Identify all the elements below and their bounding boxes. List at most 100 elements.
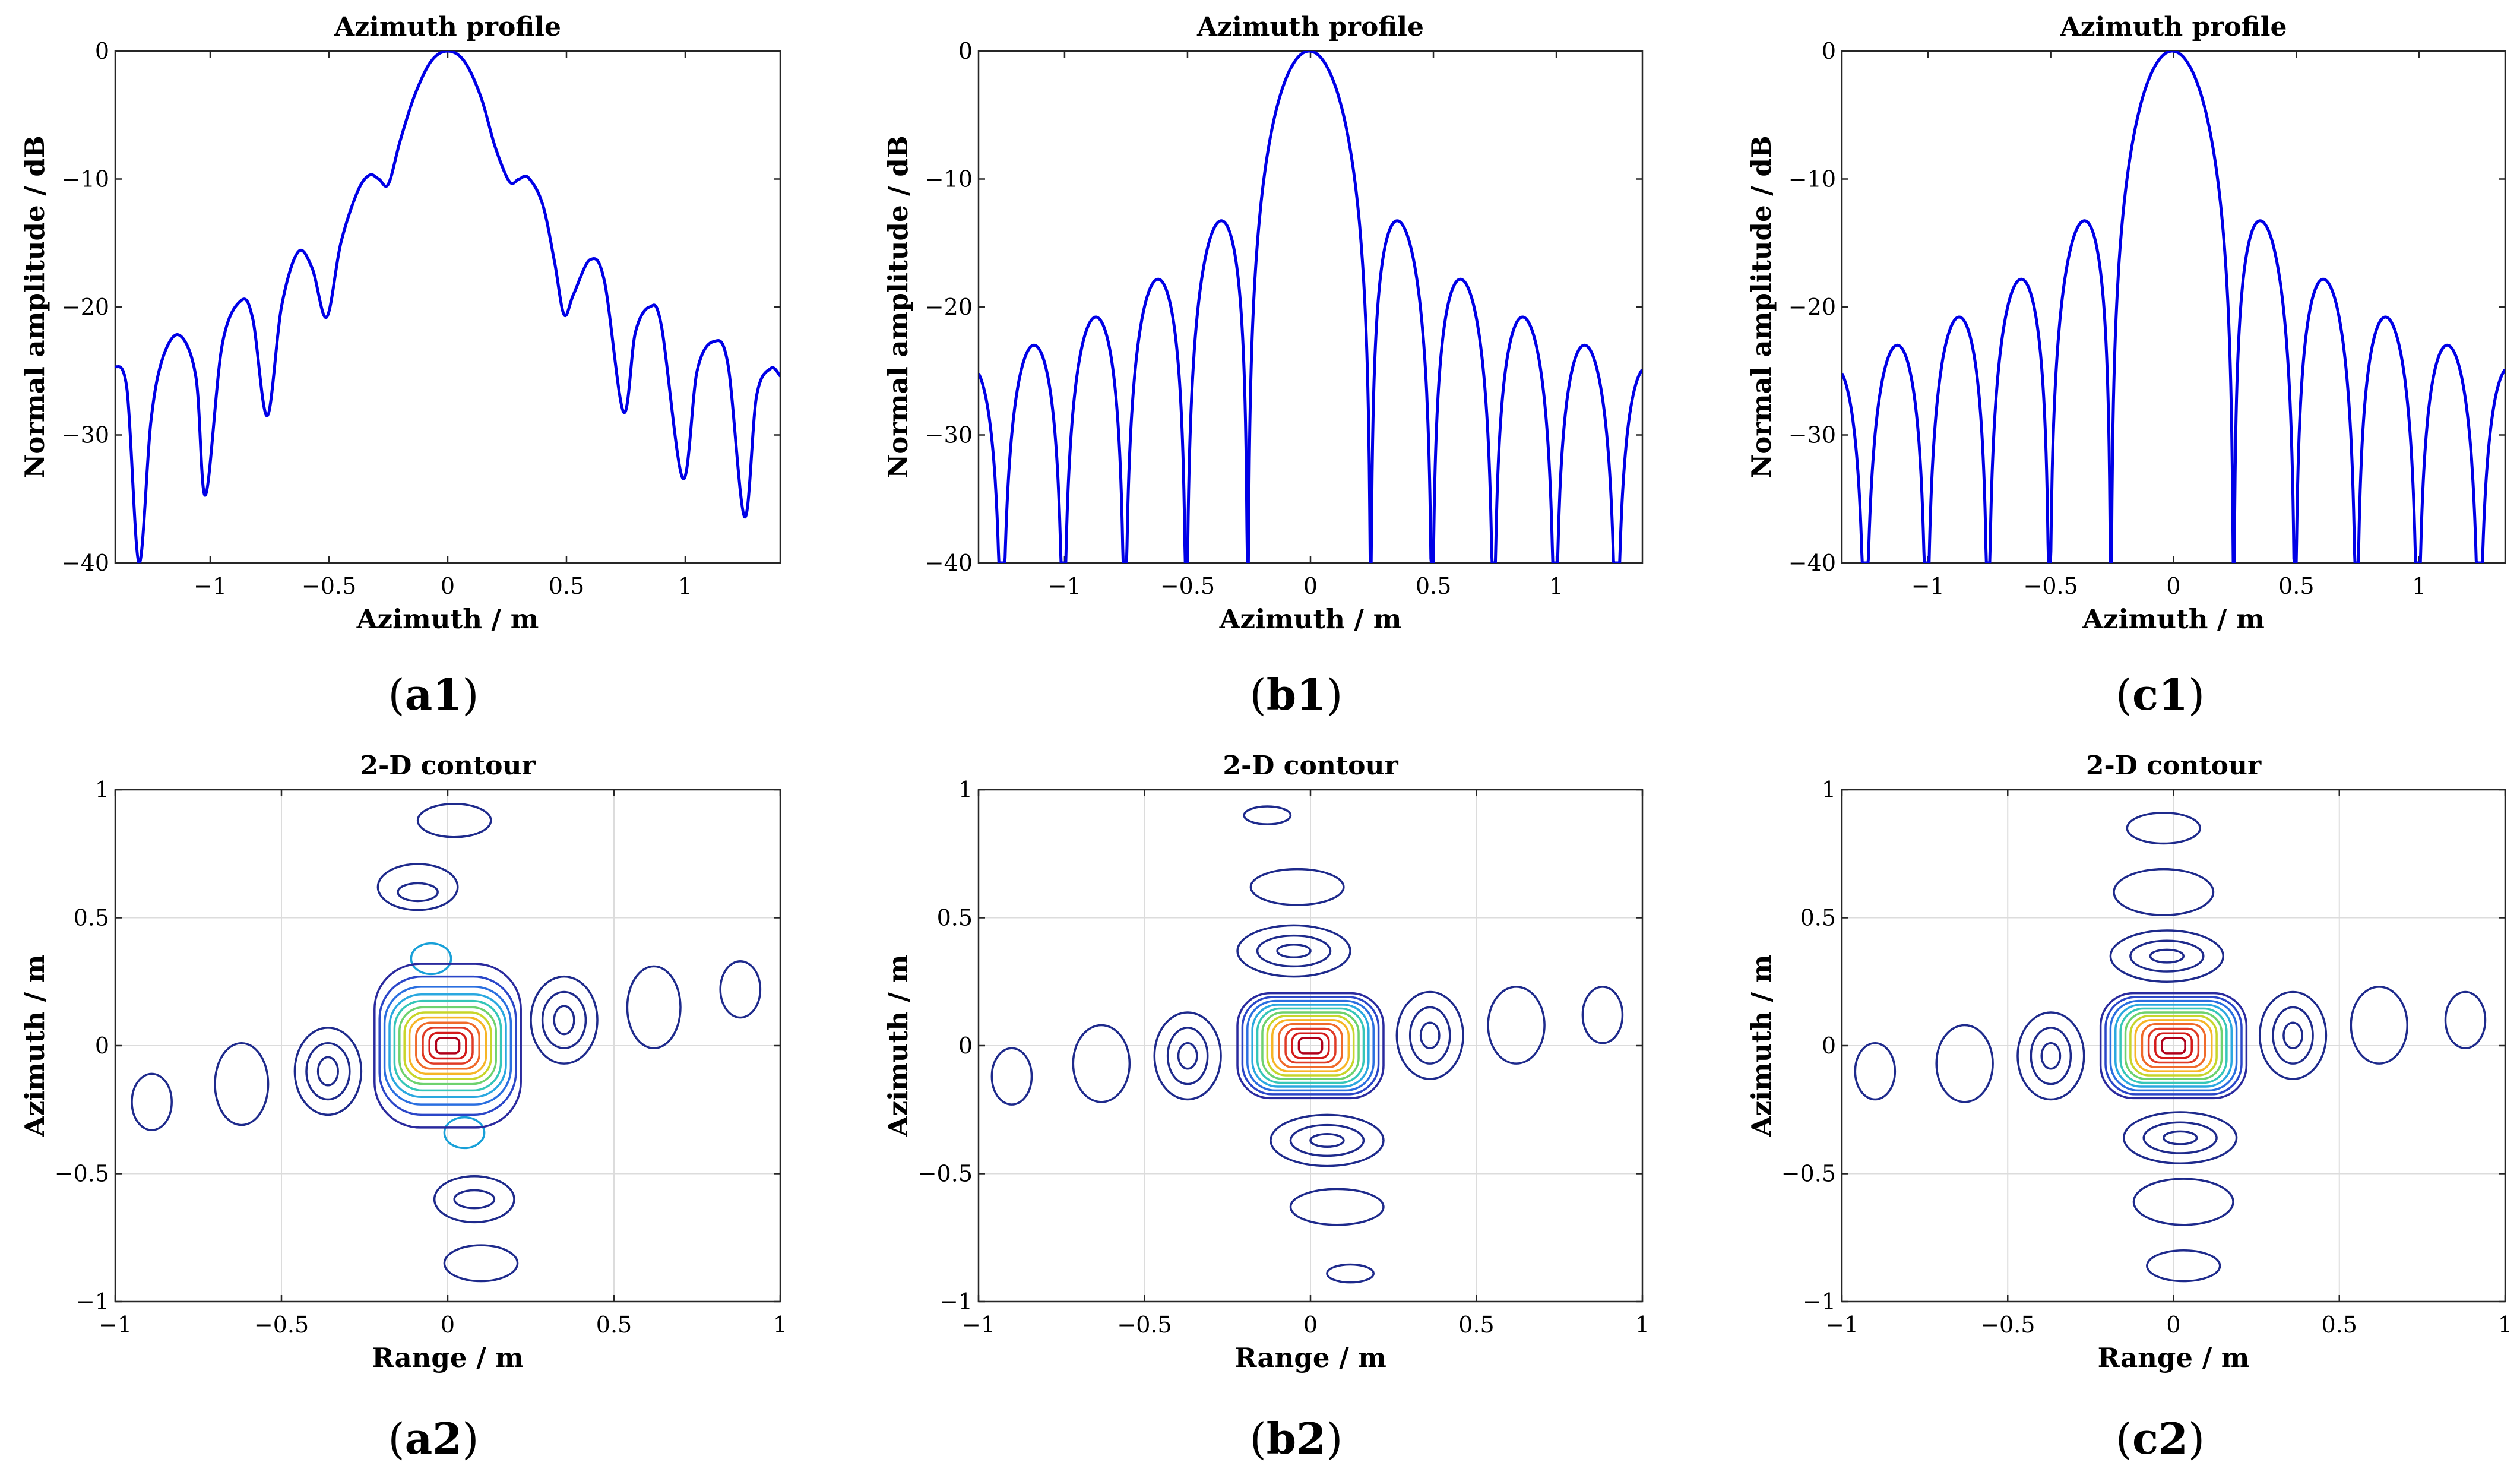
sidelobe-contour [990, 1047, 1033, 1106]
x-tick-label: 0.5 [1458, 1312, 1494, 1338]
sidelobe-contour [1289, 1188, 1385, 1226]
y-tick-label: 0.5 [937, 905, 973, 931]
sidelobe-contour [2258, 990, 2328, 1080]
sidelobe-contour [1419, 1021, 1441, 1050]
sidelobe-contour [2126, 812, 2201, 845]
sidelobe-contour [2282, 1021, 2303, 1050]
x-tick-label: 1 [773, 1312, 787, 1338]
mainlobe-contour [403, 1011, 492, 1080]
sidelobe-contour [305, 1042, 351, 1101]
y-tick-label: −10 [925, 166, 973, 192]
y-axis-label: Normal amplitude / dB [19, 135, 50, 479]
sidelobe-contour [719, 960, 762, 1019]
axes-box [1841, 50, 2506, 564]
panel-b2-contour: −1 −0.5 0 0.5 1 1 0.5 0 −0.5 −1 2-D contour Range /… [882, 751, 1650, 1373]
x-tick-label: 0 [2166, 1312, 2180, 1338]
y-tick-label: −0.5 [918, 1161, 973, 1187]
panel-c2-contour: −1 −0.5 0 0.5 1 1 0.5 0 −0.5 −1 2-D contour Range /… [1746, 751, 2512, 1373]
panel-c1-azimuth-profile: −1 −0.5 0 0.5 1 0 −10 −20 −30 −40 Azimuth profile A… [1746, 12, 2506, 635]
sidelobe-contour [316, 1056, 339, 1087]
y-tick-label: −40 [1788, 550, 1836, 576]
mainlobe-contour [1266, 1015, 1355, 1077]
x-tick-label: −0.5 [1980, 1312, 2035, 1338]
x-axis-label: Range / m [372, 1342, 524, 1373]
mainlobe-contour [1284, 1027, 1337, 1064]
sidelobe-contour [410, 942, 452, 976]
x-tick-label: 0 [441, 573, 455, 599]
x-tick-label: −1 [99, 1312, 132, 1338]
mainlobe-contour [2109, 999, 2238, 1092]
x-tick-label: 0 [1303, 1312, 1318, 1338]
sidelobe-contour [1854, 1042, 1897, 1101]
mainlobe-contour [1261, 1011, 1360, 1080]
sidelobe-contour [1395, 990, 1464, 1080]
mainlobe-contour [2134, 1019, 2213, 1072]
axes-box [977, 50, 1644, 564]
chart-title: 2-D contour [2086, 751, 2262, 781]
sidelobe-contour [1935, 1024, 1994, 1103]
y-axis-label: Azimuth / m [882, 955, 914, 1138]
sidelobe-contour [416, 802, 492, 838]
sidelobe-contour [1326, 1263, 1375, 1284]
x-axis-label: Azimuth / m [1219, 603, 1402, 635]
plot-area [990, 805, 1624, 1284]
x-tick-label: 0.5 [549, 573, 584, 599]
profile-line [1842, 51, 2505, 563]
mainlobe-contour [373, 963, 522, 1129]
y-axis-label: Normal amplitude / dB [882, 135, 914, 479]
x-axis-label: Range / m [1234, 1342, 1386, 1373]
mainlobe-contour [2099, 992, 2248, 1100]
sidelobe-contour [1072, 1024, 1131, 1103]
x-tick-label: 0.5 [596, 1312, 632, 1338]
sidelobe-contour [1276, 944, 1312, 959]
x-tick-label: 1 [2498, 1312, 2512, 1338]
sidelobe-contour [293, 1027, 363, 1116]
sidelobe-contour [1270, 1113, 1385, 1167]
chart-title: 2-D contour [360, 751, 536, 781]
y-tick-label: −20 [925, 294, 973, 320]
x-tick-label: 0 [2166, 573, 2180, 599]
mainlobe-contour [2124, 1011, 2223, 1080]
sidelobe-contour [1408, 1006, 1451, 1065]
sidelobe-contour [1153, 1011, 1222, 1101]
mainlobe-contour [388, 993, 507, 1098]
y-tick-label: −1 [939, 1289, 973, 1315]
y-tick-label: 0.5 [1800, 905, 1836, 931]
y-tick-label: −40 [925, 550, 973, 576]
sidelobe-contour [2040, 1042, 2062, 1070]
panel-label-c1: (c1) [2116, 669, 2205, 720]
x-axis-label: Azimuth / m [356, 603, 539, 635]
panel-label-b1: (b1) [1250, 669, 1343, 720]
sidelobe-contour [2129, 939, 2205, 973]
mainlobe-contour [428, 1031, 467, 1060]
x-tick-label: 1 [1549, 573, 1563, 599]
sidelobe-contour [541, 990, 587, 1050]
chart-title: Azimuth profile [2059, 12, 2287, 42]
mainlobe-contour [2154, 1032, 2193, 1059]
sidelobe-contour [131, 1072, 173, 1131]
plot-area [1854, 812, 2487, 1283]
profile-line [115, 51, 780, 563]
sidelobe-contour [2113, 868, 2215, 916]
panel-a2-contour: −1 −0.5 0 0.5 1 1 0.5 0 −0.5 −1 2-D contour Range /… [19, 751, 787, 1373]
x-tick-label: 0 [1303, 573, 1318, 599]
x-tick-label: 1 [1635, 1312, 1650, 1338]
sidelobe-contour [530, 975, 599, 1065]
x-tick-label: −0.5 [1160, 573, 1215, 599]
mainlobe-contour [1271, 1019, 1350, 1072]
chart-title: 2-D contour [1223, 751, 1398, 781]
y-tick-label: 1 [1822, 777, 1836, 803]
sidelobe-contour [1581, 986, 1624, 1044]
x-tick-label: −0.5 [254, 1312, 309, 1338]
x-tick-label: 1 [2412, 573, 2426, 599]
y-tick-label: −20 [62, 294, 109, 320]
x-tick-label: −1 [962, 1312, 995, 1338]
mainlobe-contour [398, 1006, 497, 1085]
mainlobe-contour [422, 1027, 474, 1065]
panel-label-a2: (a2) [388, 1413, 479, 1464]
x-tick-label: −0.5 [302, 573, 356, 599]
mainlobe-contour [2129, 1015, 2218, 1077]
panel-a1-azimuth-profile: −1 −0.5 0 0.5 1 0 −10 −20 −30 −40 Azimuth profile A… [19, 12, 781, 635]
sidelobe-contour [397, 882, 439, 903]
x-tick-label: −1 [1048, 573, 1081, 599]
